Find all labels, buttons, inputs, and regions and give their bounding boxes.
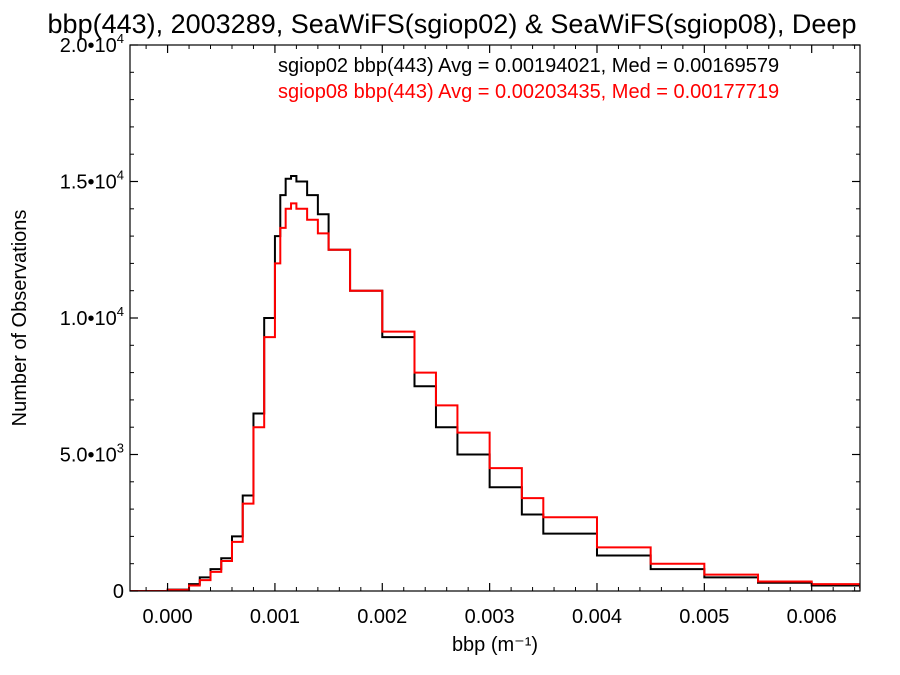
y-tick-label: 1.0•104: [60, 304, 124, 330]
x-tick-label: 0.006: [787, 606, 837, 628]
x-tick-label: 0.001: [250, 606, 300, 628]
y-tick-label: 0: [113, 581, 124, 603]
y-tick-label: 5.0•103: [60, 441, 124, 467]
y-tick-label: 1.5•104: [60, 168, 124, 194]
legend-entry-black: sgiop02 bbp(443) Avg = 0.00194021, Med =…: [278, 55, 779, 77]
x-tick-label: 0.000: [143, 606, 193, 628]
x-tick-label: 0.004: [572, 606, 622, 628]
x-axis-label: bbp (m⁻¹): [452, 634, 538, 656]
x-tick-label: 0.002: [357, 606, 407, 628]
series-sgiop08-line: [130, 202, 860, 591]
legend-entry-red: sgiop08 bbp(443) Avg = 0.00203435, Med =…: [278, 81, 779, 103]
y-tick-label: 2.0•104: [60, 31, 124, 57]
chart-title: bbp(443), 2003289, SeaWiFS(sgiop02) & Se…: [48, 9, 857, 39]
x-tick-label: 0.003: [465, 606, 515, 628]
y-axis-label: Number of Observations: [9, 210, 31, 427]
x-tick-label: 0.005: [679, 606, 729, 628]
